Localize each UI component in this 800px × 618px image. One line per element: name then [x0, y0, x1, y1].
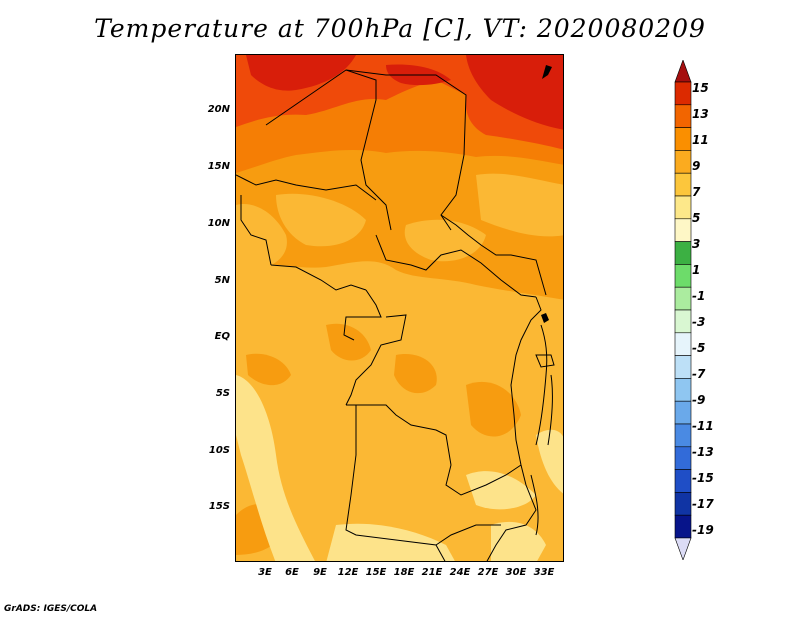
lat-label-15s: 15S: [208, 501, 230, 512]
legend-label-13: 13: [692, 107, 709, 121]
legend-label-9: 9: [692, 159, 701, 173]
colorbar-top-arrow: [674, 60, 692, 83]
legend-label-neg11: -11: [692, 419, 714, 433]
lat-label-5s: 5S: [215, 388, 230, 399]
lon-label-15e: 15E: [365, 567, 387, 578]
lon-label-21e: 21E: [421, 567, 443, 578]
legend-label-neg7: -7: [692, 367, 706, 381]
lat-label-15n: 15N: [207, 161, 230, 172]
colorbar-segment: [674, 104, 692, 128]
legend-label-neg13: -13: [692, 445, 714, 459]
lon-label-6e: 6E: [285, 567, 299, 578]
colorbar-segment: [674, 309, 692, 334]
lat-label-20n: 20N: [207, 104, 230, 115]
colorbar-segment: [674, 469, 692, 493]
legend-label-3: 3: [692, 237, 701, 251]
lon-label-18e: 18E: [393, 567, 415, 578]
colorbar-segment: [674, 446, 692, 470]
legend-label-neg5: -5: [692, 341, 706, 355]
colorbar-segment: [674, 195, 692, 220]
colorbar-segment: [674, 378, 692, 402]
lat-label-5n: 5N: [214, 275, 230, 286]
colorbar-segment: [674, 355, 692, 379]
legend-label-7: 7: [692, 185, 701, 199]
legend-label-neg1: -1: [692, 289, 706, 303]
temperature-map: [235, 54, 564, 562]
legend-label-5: 5: [692, 211, 701, 225]
grads-credit: GrADS: IGES/COLA: [4, 604, 98, 614]
lon-label-33e: 33E: [533, 567, 555, 578]
legend-label-neg9: -9: [692, 393, 706, 407]
lat-label-eq: EQ: [214, 331, 230, 342]
legend-label-1: 1: [692, 263, 701, 277]
colorbar-segment: [674, 172, 692, 197]
lon-label-12e: 12E: [337, 567, 359, 578]
colorbar-segment: [674, 264, 692, 288]
map-title: Temperature at 700hPa [C], VT: 202008020…: [94, 14, 706, 43]
legend-label-neg3: -3: [692, 315, 706, 329]
colorbar-segment: [674, 492, 692, 516]
lon-label-24e: 24E: [449, 567, 471, 578]
lon-label-30e: 30E: [505, 567, 527, 578]
lat-label-10n: 10N: [207, 218, 230, 229]
lon-label-9e: 9E: [313, 567, 327, 578]
colorbar-segment: [674, 400, 692, 425]
colorbar-segment: [674, 127, 692, 151]
colorbar-segment: [674, 150, 692, 174]
temperature-field: [236, 55, 563, 561]
legend-label-neg17: -17: [692, 497, 714, 511]
colorbar-segment: [674, 286, 692, 311]
lon-label-27e: 27E: [477, 567, 499, 578]
legend-label-11: 11: [692, 133, 709, 147]
lat-label-10s: 10S: [208, 445, 230, 456]
colorbar-segment: [674, 514, 692, 539]
colorbar-segment: [674, 81, 692, 106]
legend-label-15: 15: [692, 81, 709, 95]
colorbar-bottom-arrow: [674, 537, 692, 560]
legend-label-neg19: -19: [692, 523, 714, 537]
colorbar-segment: [674, 241, 692, 265]
legend-label-neg15: -15: [692, 471, 714, 485]
colorbar: [674, 60, 692, 560]
lon-label-3e: 3E: [258, 567, 272, 578]
colorbar-segment: [674, 423, 692, 448]
colorbar-segment: [674, 218, 692, 242]
colorbar-segment: [674, 332, 692, 356]
